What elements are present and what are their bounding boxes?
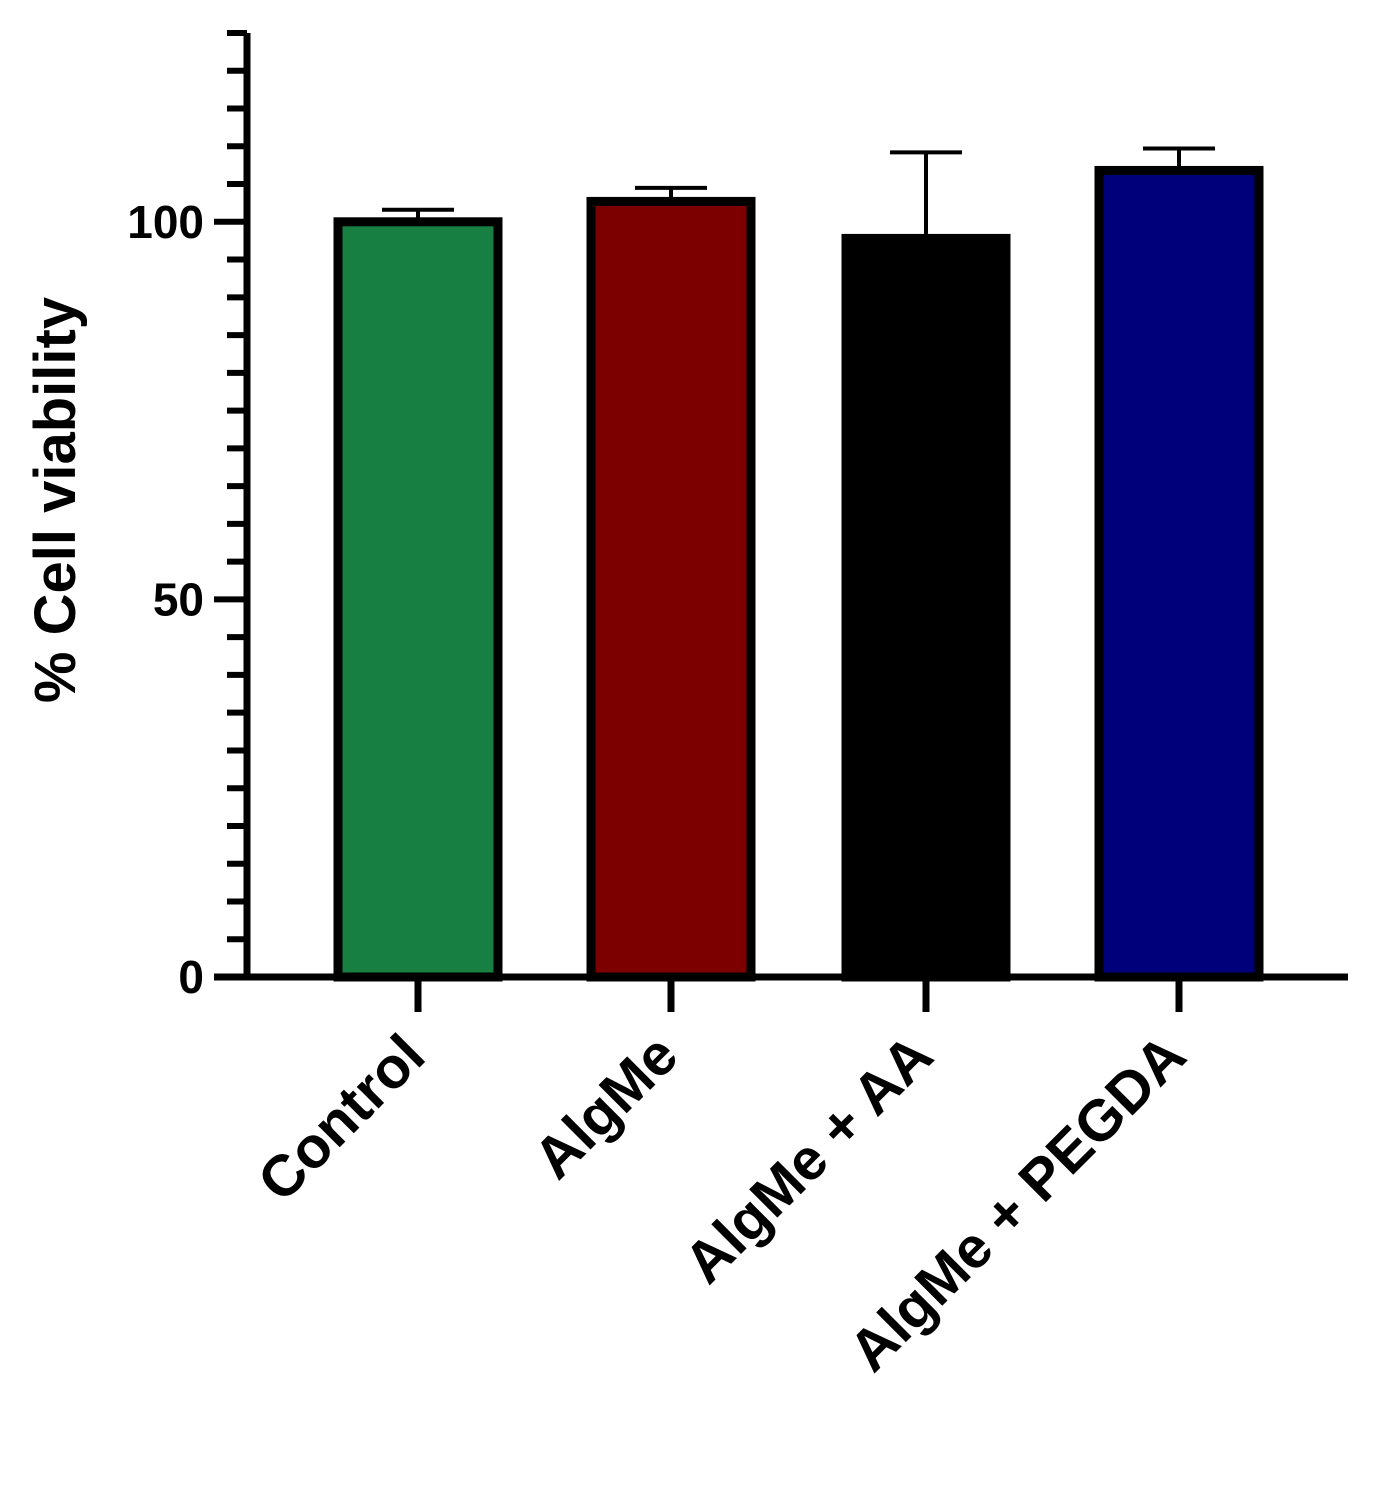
y-tick-label: 100: [127, 196, 204, 248]
y-tick-label: 50: [153, 573, 204, 625]
bar-algme: [586, 196, 756, 982]
x-tick-label: AlgMe + AA: [672, 1022, 945, 1295]
bar-algme-pegda: [1094, 165, 1264, 982]
y-tick-label: 0: [178, 951, 204, 1003]
x-tick-label: Control: [245, 1022, 437, 1214]
y-axis-label: % Cell viability: [23, 297, 88, 703]
axes-group: [214, 33, 1348, 981]
x-tick-label: AlgMe: [521, 1022, 690, 1191]
error-bars-group: [382, 146, 1215, 239]
y-ticks-group: 0 50 100: [127, 30, 247, 1003]
bar-control: [333, 217, 503, 982]
bars-group: [333, 165, 1264, 982]
bar-algme-aa: [841, 233, 1011, 982]
